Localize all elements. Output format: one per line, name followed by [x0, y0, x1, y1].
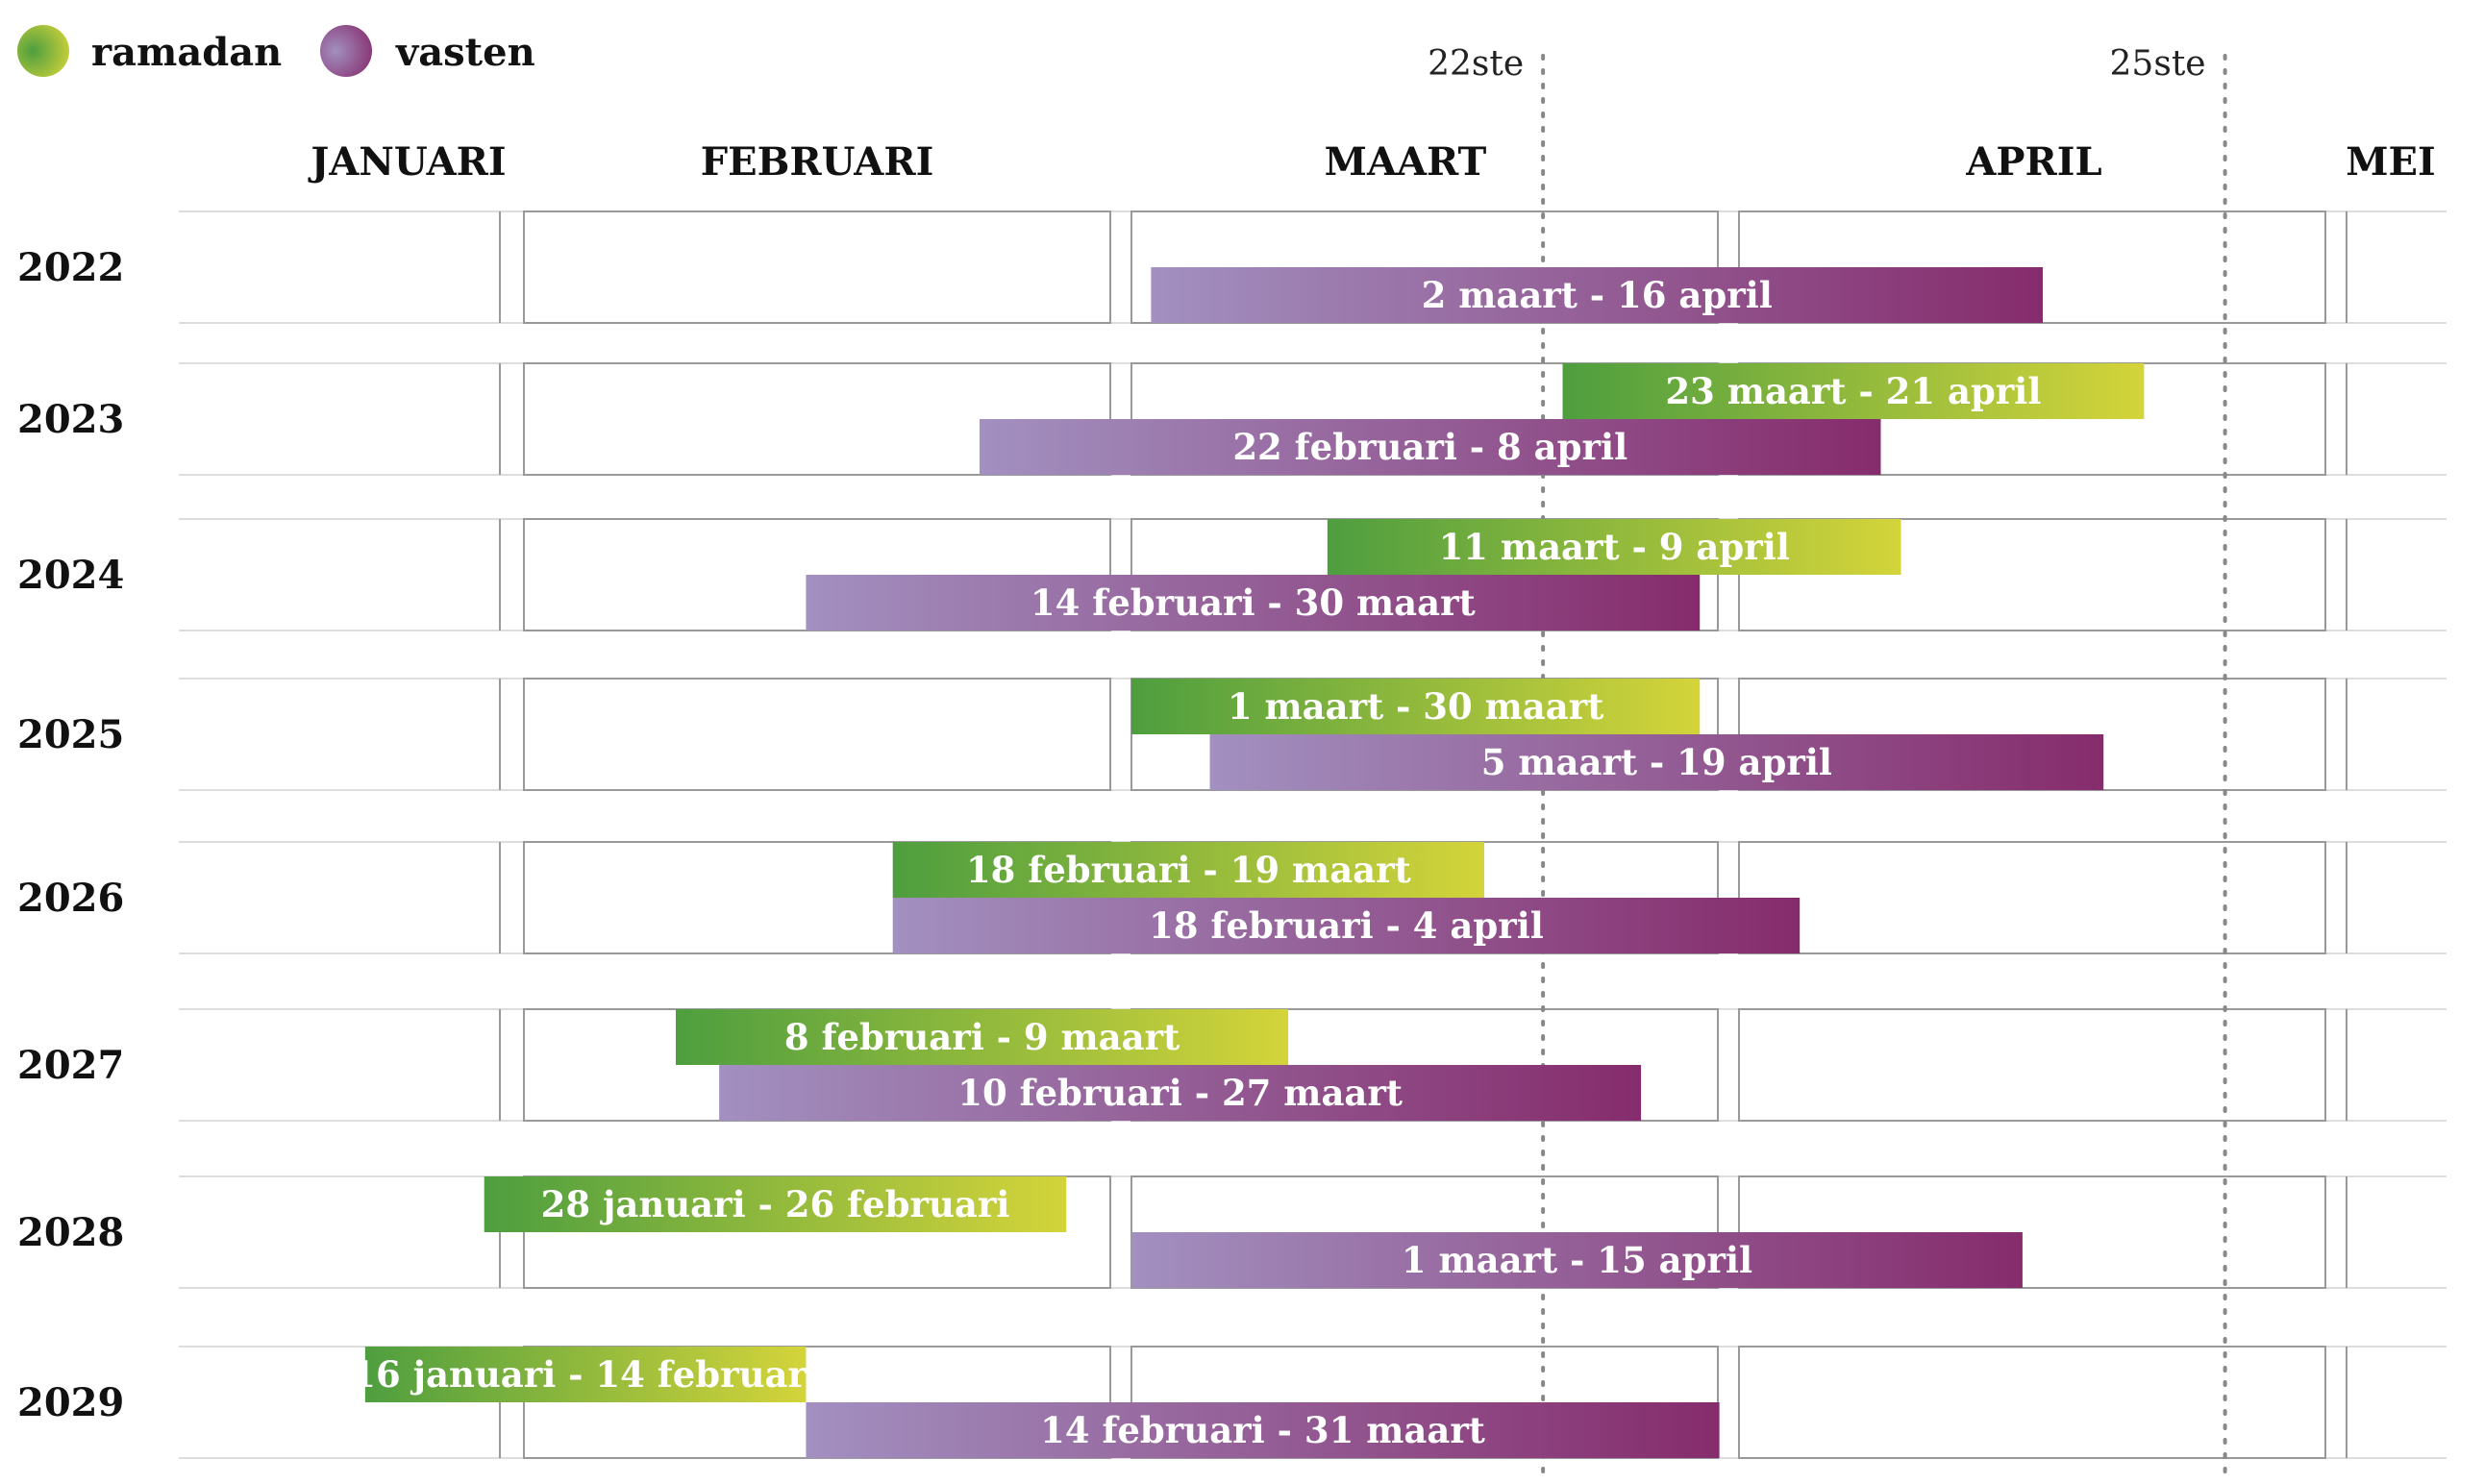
year-label: 2027	[17, 1043, 124, 1088]
ramadan-bar	[892, 842, 1484, 898]
vasten-bar	[1209, 734, 2104, 790]
year-labels: 2022 2023 2024 2025 2026 2027 2028 2029	[17, 245, 124, 1425]
vasten-bar	[980, 419, 1881, 475]
year-label: 2026	[17, 876, 124, 921]
month-label-april: APRIL	[1965, 139, 2101, 185]
vasten-bar-label: 2 maart - 16 april	[1422, 274, 1773, 316]
ramadan-bar-label: 11 maart - 9 april	[1439, 526, 1790, 568]
month-cell	[523, 210, 1111, 324]
ramadan-bar	[1562, 363, 2145, 419]
year-label: 2025	[17, 712, 124, 757]
month-cell	[1738, 841, 2326, 954]
ramadan-bar-label: 23 maart - 21 april	[1665, 370, 2041, 412]
year-label: 2029	[17, 1380, 124, 1425]
month-cell	[523, 678, 1111, 791]
vasten-bar-label: 14 februari - 30 maart	[1031, 581, 1476, 624]
month-cell	[1738, 1008, 2326, 1122]
marker-label: 22ste	[1428, 44, 1524, 84]
vasten-bar-label: 1 maart - 15 april	[1402, 1239, 1752, 1281]
month-label-mei: MEI	[2346, 139, 2435, 185]
vasten-bar-label: 14 februari - 31 maart	[1040, 1409, 1485, 1451]
legend-vasten-swatch	[320, 25, 372, 77]
period-bars: 3 april - 2 mei 2 maart - 16 april 23 maar…	[0, 218, 2145, 1458]
legend-ramadan-label: ramadan	[91, 30, 282, 75]
ramadan-bar	[364, 1347, 807, 1402]
month-label-maart: MAART	[1325, 139, 1487, 185]
ramadan-bar-label: 3 april - 2 mei	[0, 218, 140, 260]
legend: ramadan vasten	[17, 25, 535, 77]
ramadan-bar	[676, 1009, 1289, 1065]
vasten-bar	[806, 575, 1701, 631]
legend-vasten-label: vasten	[395, 30, 535, 75]
month-label-februari: FEBRUARI	[701, 139, 934, 185]
month-cell	[1738, 1346, 2326, 1459]
vasten-bar-label: 22 februari - 8 april	[1232, 426, 1627, 468]
vasten-bar-label: 18 februari - 4 april	[1149, 904, 1544, 947]
vasten-bar	[1151, 267, 2043, 323]
year-label: 2023	[17, 397, 124, 442]
ramadan-bar-label: 28 januari - 26 februari	[541, 1183, 1010, 1225]
vasten-bar	[1131, 1232, 2023, 1288]
vasten-bar	[719, 1065, 1642, 1121]
legend-ramadan-swatch	[17, 25, 69, 77]
ramadan-bar-label: 8 februari - 9 maart	[784, 1016, 1180, 1058]
year-label: 2022	[17, 245, 124, 290]
vasten-bar-label: 5 maart - 19 april	[1481, 741, 1832, 783]
ramadan-bar	[484, 1176, 1067, 1232]
vasten-bar	[806, 1402, 1720, 1458]
ramadan-bar	[1327, 519, 1901, 575]
year-label: 2028	[17, 1210, 124, 1255]
ramadan-bar-label: 18 februari - 19 maart	[966, 849, 1411, 891]
ramadan-bar-label: 1 maart - 30 maart	[1228, 685, 1603, 728]
vasten-bar	[892, 898, 1801, 953]
marker-label: 25ste	[2110, 44, 2206, 84]
year-label: 2024	[17, 553, 124, 598]
ramadan-bar	[1131, 679, 1701, 734]
month-labels: JANUARI FEBRUARI MAART APRIL MEI	[308, 139, 2435, 185]
month-label-januari: JANUARI	[308, 139, 506, 185]
vasten-bar-label: 10 februari - 27 maart	[957, 1072, 1403, 1114]
ramadan-bar-label: 16 januari - 14 februari	[351, 1353, 820, 1396]
